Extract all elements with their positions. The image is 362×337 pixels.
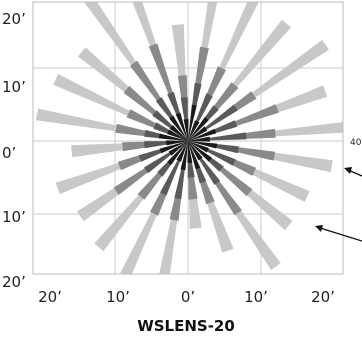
- y-tick-label: 0’: [2, 144, 16, 162]
- ray-bar-s3-a22: [188, 141, 209, 153]
- side-annotation-label: 40: [350, 138, 362, 148]
- ray-bar-s3-a2: [188, 126, 208, 141]
- x-tick-label: 0’: [181, 288, 195, 306]
- ray-bar-s3-a14: [168, 141, 188, 156]
- x-tick-label: 20’: [38, 288, 62, 306]
- annotation-arrowhead-lower: [315, 225, 323, 232]
- ray-bar-s3-a3: [188, 117, 209, 141]
- ray-bar-s3-a0: [188, 136, 210, 142]
- ray-bar-s3-a17: [180, 141, 188, 171]
- x-tick-label: 20’: [311, 288, 335, 306]
- ray-bar-s3-a9: [169, 125, 188, 141]
- annotation-arrow-lower: [319, 227, 362, 242]
- ray-bar-s3-a12: [166, 140, 188, 146]
- ray-bar-s3-a13: [159, 141, 188, 154]
- plot-frame: [32, 1, 344, 275]
- ray-bar-s3-a7: [175, 112, 188, 141]
- ray-bar-s3-a1: [188, 128, 217, 141]
- ray-bar-s3-a5: [188, 104, 197, 141]
- x-tick-label: 10’: [106, 288, 130, 306]
- y-tick-label: 20’: [2, 10, 26, 28]
- y-tick-label: 10’: [2, 78, 26, 96]
- ray-bar-s0-a7: [132, 2, 188, 141]
- x-tick-label: 10’: [244, 288, 268, 306]
- ray-bar-s3-a15: [167, 141, 188, 165]
- ray-bar-s3-a16: [176, 141, 188, 162]
- chart-title: WSLENS-20: [137, 317, 235, 335]
- y-axis-ticks: 20’ 10’ 0’ 10’ 20’: [2, 10, 26, 291]
- y-tick-label: 20’: [2, 273, 26, 291]
- ray-bar-s3-a4: [188, 120, 200, 141]
- ray-bar-s3-a10: [167, 129, 188, 141]
- ray-group: [36, 2, 343, 274]
- y-tick-label: 10’: [2, 208, 26, 226]
- ray-bar-s3-a20: [188, 141, 203, 161]
- ray-bar-s3-a6: [183, 119, 189, 141]
- ray-bar-s3-a21: [188, 141, 212, 162]
- x-axis-ticks: 20’ 10’ 0’ 10’ 20’: [38, 288, 335, 306]
- ray-bar-s3-a11: [158, 133, 188, 141]
- ray-bar-s3-a19: [188, 141, 201, 170]
- annotation-arrowhead-upper: [344, 167, 352, 174]
- ray-bar-s3-a18: [187, 141, 193, 163]
- ray-bar-s3-a8: [169, 115, 188, 141]
- ray-bar-s3-a23: [188, 141, 218, 149]
